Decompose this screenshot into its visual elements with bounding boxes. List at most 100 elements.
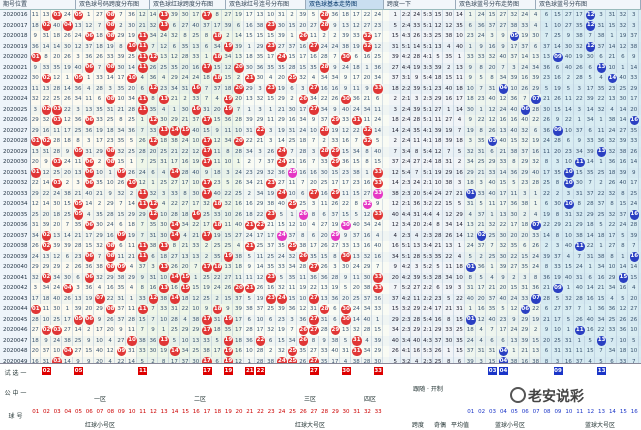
omission-cell: 33 — [320, 346, 330, 357]
red-pick-box[interactable]: 33 — [373, 367, 383, 375]
blue-omission-cell: 10 — [564, 230, 574, 241]
omission-cell: 22 — [213, 272, 223, 283]
red-pick-box[interactable]: 21 — [245, 367, 255, 375]
stat-cell: 14 — [455, 104, 465, 115]
blue-omission-cell: 39 — [510, 73, 520, 84]
red-pick-box[interactable]: 27 — [309, 367, 319, 375]
omission-cell: 38 — [352, 167, 362, 178]
omission-cell: 22 — [42, 94, 52, 105]
stat-cell: 2:3 — [402, 178, 412, 189]
blue-omission-cell: 40 — [488, 314, 498, 325]
blue-ball: 06 — [520, 105, 530, 115]
draw-row: 2020023 11 13 28 14 36 4 28 3 35 20 6 12 23 34 31 16 7 37 1… — [0, 83, 641, 94]
blue-ball: 11 — [575, 157, 585, 167]
red-ball: 13 — [159, 241, 169, 251]
omission-cell: 11 — [127, 325, 137, 336]
blue-omission-cell: 33 — [619, 356, 629, 367]
blue-omission-cell: 6 — [586, 272, 596, 283]
tab-2[interactable]: 双色球红球跨度分布图 — [150, 0, 226, 9]
omission-cell: 9 — [74, 356, 84, 367]
red-pick-box[interactable]: 22 — [256, 367, 265, 375]
stat-cell: 26 — [391, 346, 401, 357]
blue-pick-box[interactable]: 13 — [597, 367, 607, 375]
omission-cell: 24 — [352, 304, 362, 315]
omission-cell: 13 — [224, 262, 234, 273]
blue-number-label: 03 — [489, 409, 497, 415]
blue-omission-cell: 19 — [619, 31, 629, 42]
blue-omission-cell: 5 — [477, 199, 487, 210]
tab-6[interactable]: 双色球蓝号分布走势图 — [456, 0, 536, 9]
tab-5[interactable]: 跨度一下 — [384, 0, 456, 9]
blue-omission-cell: 21 — [542, 94, 552, 105]
red-pick-box[interactable]: 19 — [223, 367, 233, 375]
stat-cell: 3:4 — [402, 335, 412, 346]
blue-omission-cell: 35 — [510, 241, 520, 252]
omission-cell: 29 — [31, 262, 41, 273]
stat-cell: 33 — [412, 20, 422, 31]
tab-4[interactable]: 双色球基本走势图 — [306, 0, 384, 9]
omission-cell: 25 — [127, 52, 137, 63]
blue-pick-box[interactable]: 09 — [553, 367, 563, 375]
blue-omission-cell: 39 — [619, 167, 629, 178]
omission-cell: 26 — [138, 136, 148, 147]
tab-0[interactable]: 期号位置 — [0, 0, 76, 9]
omission-cell: 35 — [288, 272, 298, 283]
omission-cell: 25 — [52, 94, 62, 105]
omission-cell: 38 — [352, 356, 362, 367]
red-ball: 03 — [52, 157, 62, 167]
tab-3[interactable]: 双色球红号连号分布图 — [226, 0, 306, 9]
omission-cell: 8 — [42, 52, 52, 63]
tab-1[interactable]: 双色球号码跨度分布图 — [76, 0, 150, 9]
stat-cell: 2:3 — [423, 356, 433, 367]
red-pick-box[interactable]: 11 — [138, 367, 148, 375]
blue-number-label: 15 — [619, 409, 627, 415]
stat-cell: 8 — [445, 356, 454, 367]
tab-7[interactable]: 双色球蓝号分布图 — [536, 0, 641, 9]
stat-cell: 5:1 — [423, 167, 433, 178]
omission-cell: 9 — [138, 272, 148, 283]
omission-cell: 39 — [234, 304, 244, 315]
omission-cell: 21 — [363, 94, 373, 105]
omission-cell: 20 — [213, 104, 223, 115]
red-ball: 05 — [73, 10, 84, 20]
red-pick-box[interactable]: 17 — [202, 367, 212, 375]
stat-cell: 9 — [412, 73, 422, 84]
omission-cell: 19 — [331, 125, 341, 136]
omission-cell: 9 — [63, 146, 73, 157]
blue-omission-cell: 17 — [499, 325, 509, 336]
omission-cell: 39 — [74, 304, 84, 315]
red-ball: 05 — [73, 73, 84, 83]
red-pick-box[interactable]: 30 — [341, 367, 351, 375]
blue-small-zone-background — [465, 10, 541, 363]
omission-cell: 2 — [320, 136, 330, 147]
omission-cell: 1 — [127, 293, 137, 304]
blue-omission-cell: 8 — [542, 262, 552, 273]
blue-omission-cell: 36 — [477, 262, 487, 273]
red-number-label: 25 — [289, 409, 297, 415]
blue-omission-cell: 40 — [488, 188, 498, 199]
omission-cell: 34 — [363, 104, 373, 115]
blue-omission-cell: 8 — [531, 272, 541, 283]
omission-cell: 36 — [331, 293, 341, 304]
red-ball: 28 — [319, 126, 330, 136]
red-ball: 16 — [191, 84, 201, 94]
stat-cell: 11 — [412, 293, 422, 304]
blue-pick-box[interactable]: 04 — [499, 367, 508, 375]
blue-omission-cell: 1 — [466, 304, 476, 315]
omission-cell: 37 — [138, 262, 148, 273]
omission-cell: 19 — [331, 220, 341, 231]
red-pick-box[interactable]: 02 — [42, 367, 51, 375]
draw-row: 2020016 11 13 03 24 05 1 27 08 7 36 12 14 13 39 30 17 17 8… — [0, 10, 641, 21]
omission-cell: 20 — [31, 346, 41, 357]
omission-cell: 26 — [234, 178, 244, 189]
omission-cell: 2 — [63, 262, 73, 273]
red-pick-box[interactable]: 05 — [74, 367, 84, 375]
blue-omission-cell: 14 — [619, 262, 629, 273]
blue-omission-cell: 35 — [521, 262, 530, 273]
omission-cell: 8 — [117, 115, 127, 126]
period-cell: 2020034 — [0, 199, 31, 210]
blue-omission-cell: 24 — [521, 62, 530, 73]
blue-omission-cell: 39 — [586, 146, 596, 157]
omission-cell: 15 — [202, 125, 212, 136]
blue-pick-box[interactable]: 03 — [488, 367, 498, 375]
